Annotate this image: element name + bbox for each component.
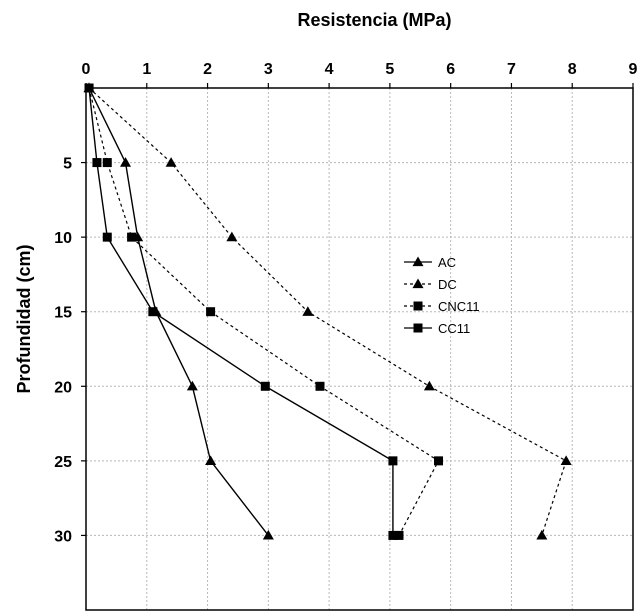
data-point-cc11 <box>92 158 102 168</box>
data-point-cc11 <box>388 456 398 466</box>
x-tick-label: 3 <box>264 61 273 78</box>
y-axis-title: Profundidad (cm) <box>14 245 34 394</box>
data-point-ac <box>412 256 424 267</box>
x-tick-label: 2 <box>203 61 212 78</box>
data-point-ac <box>205 455 217 465</box>
series-ac <box>83 82 274 540</box>
x-tick-label: 0 <box>82 61 91 78</box>
y-tick-label: 30 <box>54 528 72 545</box>
data-point-dc <box>226 231 238 242</box>
series-layer <box>83 82 572 540</box>
y-tick-label: 20 <box>54 379 72 396</box>
data-point-cnc11 <box>434 456 444 466</box>
x-tick-label: 1 <box>142 61 151 78</box>
legend-item-dc: DC <box>404 277 457 292</box>
data-point-cnc11 <box>127 232 137 242</box>
y-tick-label: 10 <box>54 230 72 247</box>
x-tick-label: 8 <box>568 61 577 78</box>
legend-label: CNC11 <box>438 299 480 314</box>
data-point-cc11 <box>148 307 158 317</box>
x-tick-label: 7 <box>507 61 516 78</box>
legend-label: DC <box>438 277 457 292</box>
y-axis-ticks: 5 10 15 20 25 30 <box>54 156 86 545</box>
data-point-dc <box>423 380 435 391</box>
data-point-ac <box>186 380 198 391</box>
data-point-dc <box>536 529 548 540</box>
x-axis-title: Resistencia (MPa) <box>297 10 451 30</box>
data-point-cc11 <box>260 381 270 391</box>
y-tick-label: 25 <box>54 454 72 471</box>
data-point-cc11 <box>84 83 94 93</box>
x-tick-label: 4 <box>325 61 334 78</box>
data-point-cnc11 <box>206 307 216 317</box>
data-point-cc11 <box>388 530 398 540</box>
data-point-dc <box>165 157 177 167</box>
data-point-cnc11 <box>102 158 112 168</box>
data-point-cnc11 <box>394 530 404 540</box>
y-tick-label: 5 <box>63 156 72 173</box>
x-axis-ticks: 0 1 2 3 4 5 6 7 8 9 <box>82 61 638 88</box>
legend-item-cc11: CC11 <box>404 321 470 336</box>
data-point-cnc11 <box>413 301 423 311</box>
series-dc <box>83 82 572 540</box>
data-point-dc <box>412 278 424 289</box>
legend-label: CC11 <box>438 321 470 336</box>
legend: AC DC CNC11 CC11 <box>404 255 480 336</box>
x-tick-label: 6 <box>446 61 455 78</box>
x-tick-label: 5 <box>385 61 394 78</box>
data-point-dc <box>302 306 314 316</box>
data-point-cc11 <box>102 232 112 242</box>
data-point-ac <box>262 529 274 540</box>
y-tick-label: 15 <box>54 305 72 322</box>
plot-area-frame <box>85 87 634 611</box>
grid-lines <box>86 88 633 610</box>
series-cc11 <box>84 83 398 540</box>
data-point-cnc11 <box>315 381 325 391</box>
x-tick-label: 9 <box>629 61 638 78</box>
legend-item-cnc11: CNC11 <box>404 299 480 314</box>
data-point-ac <box>120 157 132 167</box>
legend-item-ac: AC <box>404 255 456 270</box>
data-point-dc <box>560 455 572 465</box>
legend-label: AC <box>438 255 456 270</box>
data-point-cc11 <box>413 323 423 333</box>
